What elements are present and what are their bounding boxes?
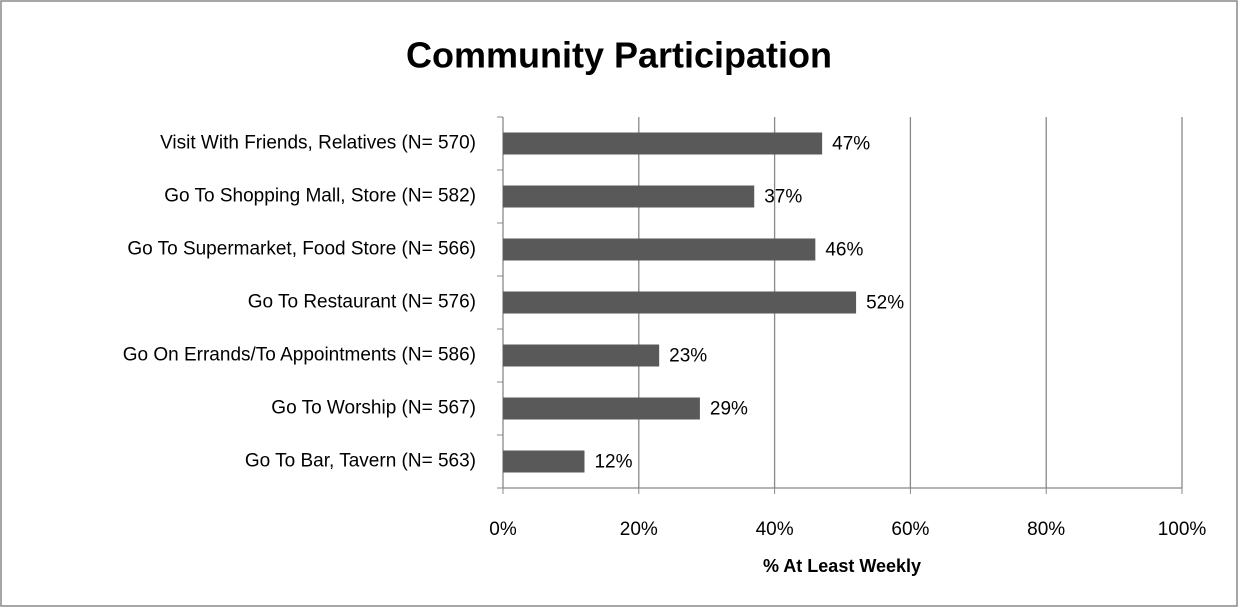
bar <box>503 185 755 208</box>
y-tick-label: Go To Bar, Tavern (N= 563) <box>245 451 476 472</box>
value-label: 29% <box>710 399 748 420</box>
bar <box>503 397 700 420</box>
value-label: 46% <box>825 240 863 261</box>
value-label: 47% <box>832 134 870 155</box>
y-tick-label: Go On Errands/To Appointments (N= 586) <box>123 345 476 366</box>
bar <box>503 238 816 261</box>
bar <box>503 344 660 367</box>
y-tick-label: Visit With Friends, Relatives (N= 570) <box>160 133 476 154</box>
bar <box>503 291 857 314</box>
y-tick-label: Go To Supermarket, Food Store (N= 566) <box>127 239 476 260</box>
bar <box>503 132 823 155</box>
x-tick-label: 60% <box>891 519 929 540</box>
x-tick-label: 100% <box>1158 519 1207 540</box>
y-tick-label: Go To Shopping Mall, Store (N= 582) <box>164 186 476 207</box>
value-label: 37% <box>764 187 802 208</box>
x-tick-label: 20% <box>620 519 658 540</box>
x-axis-title: % At Least Weekly <box>763 556 921 576</box>
value-label: 52% <box>866 293 904 314</box>
value-label: 23% <box>669 346 707 367</box>
bar <box>503 450 585 473</box>
x-tick-label: 40% <box>756 519 794 540</box>
chart-title: Community Participation <box>406 35 832 76</box>
y-tick-label: Go To Restaurant (N= 576) <box>248 292 476 313</box>
x-tick-label: 80% <box>1027 519 1065 540</box>
x-tick-label: 0% <box>489 519 517 540</box>
value-label: 12% <box>594 452 632 473</box>
y-tick-label: Go To Worship (N= 567) <box>271 398 476 419</box>
